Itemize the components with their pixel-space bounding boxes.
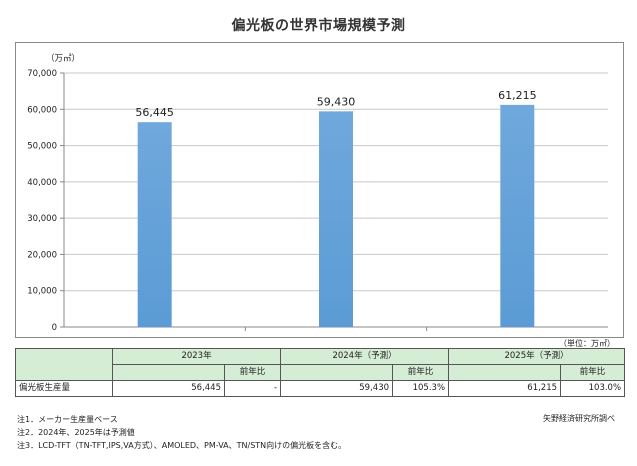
footnote: 注3．LCD-TFT（TN-TFT,IPS,VA方式）、AMOLED、PM-VA… — [17, 441, 347, 450]
y-tick-label: 50,000 — [27, 142, 57, 152]
footnote: 注1．メーカー生産量ベース — [17, 415, 118, 424]
year-header: 2025年（予測） — [448, 348, 626, 365]
value-cell: 61,215 — [448, 380, 562, 397]
footnotes: 注1．メーカー生産量ベース 注2．2024年、2025年は予測値 注3．LCD-… — [17, 413, 346, 452]
blank-subheader — [280, 364, 394, 381]
source-note: 矢野経済研究所調べ — [543, 414, 615, 423]
table-row: 偏光板生産量 56,445 - 59,430 105.3% 61,215 103… — [15, 380, 626, 397]
yoy-cell: - — [223, 380, 282, 397]
y-tick-label: 40,000 — [27, 178, 57, 188]
bar-value-label: 59,430 — [317, 95, 356, 108]
y-axis-unit: （万㎡） — [46, 53, 80, 64]
chart-area: （万㎡） 0 10,000 20,000 30,000 40,000 50,000 60,00… — [15, 42, 624, 338]
table-subheader-row: 前年比 前年比 前年比 — [16, 364, 626, 381]
yoy-header: 前年比 — [223, 364, 282, 381]
value-cell: 59,430 — [280, 380, 394, 397]
bar — [137, 122, 172, 327]
bar — [319, 111, 353, 327]
y-tick-label: 20,000 — [27, 250, 57, 260]
year-header: 2024年（予測） — [280, 348, 450, 365]
blank-subheader — [112, 364, 225, 381]
bar-chart: （万㎡） 0 10,000 20,000 30,000 40,000 50,000 60,00… — [27, 53, 608, 333]
bar-value-label: 56,445 — [135, 106, 174, 119]
bar — [500, 104, 535, 327]
y-tick-label: 30,000 — [27, 214, 57, 224]
footnote: 注2．2024年、2025年は予測値 — [17, 428, 135, 437]
bar-value-label: 61,215 — [498, 89, 537, 102]
yoy-cell: 103.0% — [560, 380, 626, 397]
y-tick-label: 0 — [52, 323, 57, 333]
y-tick-label: 10,000 — [27, 287, 57, 297]
unit-note: （単位：万㎡） — [559, 339, 615, 348]
yoy-header: 前年比 — [560, 364, 626, 381]
data-table: 2023年 2024年（予測） 2025年（予測） 前年比 前年比 前年比 偏光… — [15, 348, 626, 397]
y-tick-label: 70,000 — [27, 69, 57, 79]
table-corner-cell — [15, 348, 113, 381]
year-header: 2023年 — [111, 348, 282, 365]
value-cell: 56,445 — [112, 380, 225, 397]
table-header-row: 2023年 2024年（予測） 2025年（予測） — [15, 348, 626, 381]
row-label: 偏光板生産量 — [15, 380, 113, 397]
y-tick-label: 60,000 — [27, 105, 57, 115]
yoy-header: 前年比 — [392, 364, 450, 381]
blank-subheader — [448, 364, 562, 381]
chart-title: 偏光板の世界市場規模予測 — [231, 18, 406, 34]
yoy-cell: 105.3% — [392, 380, 450, 397]
